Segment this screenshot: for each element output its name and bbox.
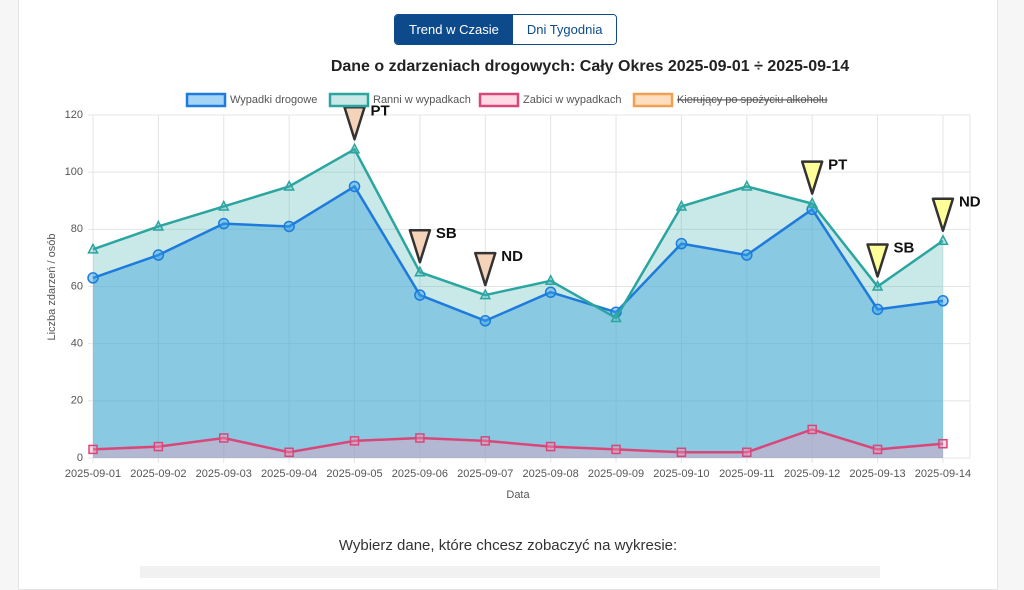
point — [153, 441, 164, 452]
y-tick-label: 60 — [71, 280, 83, 292]
annotation-label: SB — [894, 239, 915, 256]
prompt: Wybierz dane, które chcesz zobaczyć na w… — [338, 537, 678, 554]
x-tick-label: 2025-09-10 — [653, 468, 709, 480]
legend-label: Kierujący po spożyciu alkoholu — [677, 94, 827, 106]
tabs: Trend w Czasie Dni Tygodnia — [394, 14, 618, 45]
selector-bar — [140, 566, 880, 578]
x-tick-label: 2025-09-09 — [588, 468, 644, 480]
point — [545, 441, 556, 452]
point — [937, 234, 949, 246]
x-tick-label: 2025-09-03 — [196, 468, 252, 480]
area — [93, 429, 943, 458]
line — [92, 184, 944, 323]
area — [93, 186, 943, 459]
line — [92, 147, 944, 320]
point — [610, 311, 622, 323]
legend-swatch — [632, 92, 674, 108]
point — [415, 433, 425, 443]
annotation-label: ND — [959, 194, 981, 211]
annotation-marker — [800, 160, 824, 195]
annotation-marker — [343, 106, 366, 141]
point — [480, 436, 491, 446]
chart: Dane o zdarzeniach drogowych: Cały Okres… — [46, 58, 981, 501]
y-tick-label: 120 — [65, 109, 83, 121]
x-tick-label: 2025-09-06 — [392, 468, 448, 480]
legend-swatch — [185, 92, 227, 108]
point — [806, 197, 818, 208]
x-tick-label: 2025-09-08 — [523, 468, 579, 480]
point — [348, 180, 361, 193]
point — [938, 438, 948, 449]
point — [283, 179, 295, 191]
annotation-marker — [866, 243, 889, 278]
point — [479, 315, 492, 327]
point — [807, 424, 817, 435]
y-axis-label: Liczba zdarzeń / osób — [46, 233, 58, 340]
point — [414, 265, 426, 277]
x-tick-label: 2025-09-12 — [784, 468, 840, 480]
annotation-label: PT — [828, 157, 847, 174]
annotation-label: SB — [436, 225, 457, 242]
point — [675, 199, 688, 211]
y-tick-label: 80 — [71, 223, 83, 235]
legend-label: Ranni w wypadkach — [373, 94, 471, 106]
x-axis-label: Data — [506, 489, 530, 501]
y-tick-label: 100 — [65, 166, 83, 178]
point — [741, 249, 753, 261]
x-tick-label: 2025-09-01 — [65, 468, 121, 480]
tab[interactable]: Dni Tygodnia — [512, 15, 617, 44]
point — [219, 433, 229, 443]
x-tick-label: 2025-09-02 — [130, 468, 186, 480]
point — [872, 444, 883, 455]
point — [871, 279, 884, 291]
x-tick-label: 2025-09-11 — [719, 468, 774, 480]
annotation-label: PT — [371, 102, 390, 119]
point — [675, 237, 688, 250]
point — [741, 179, 753, 191]
annotation-label: ND — [501, 248, 523, 265]
point — [544, 274, 557, 286]
tab[interactable]: Trend w Czasie — [395, 15, 513, 44]
x-tick-label: 2025-09-05 — [326, 468, 382, 480]
point — [87, 242, 99, 254]
legend-swatch — [478, 92, 520, 108]
annotation-marker — [474, 251, 497, 287]
chart-title: Dane o zdarzeniach drogowych: Cały Okres… — [331, 58, 849, 75]
point — [283, 220, 295, 233]
x-tick-label: 2025-09-07 — [457, 468, 513, 480]
legend-label: Zabici w wypadkach — [523, 94, 621, 106]
card — [18, 0, 998, 590]
point — [349, 436, 360, 446]
y-tick-label: 20 — [71, 395, 83, 407]
point — [284, 447, 294, 458]
area — [93, 149, 943, 459]
point — [152, 249, 165, 261]
point — [742, 447, 752, 458]
point — [544, 286, 557, 298]
point — [479, 288, 492, 300]
point — [414, 289, 426, 301]
legend-label: Wypadki drogowe — [230, 94, 317, 106]
line — [92, 428, 944, 454]
point — [611, 444, 621, 455]
annotation-marker — [408, 228, 432, 264]
x-tick-label: 2025-09-04 — [261, 468, 317, 480]
point — [87, 272, 99, 284]
point — [676, 447, 687, 458]
y-tick-label: 0 — [77, 452, 83, 464]
point — [348, 142, 361, 154]
point — [218, 199, 230, 211]
point — [871, 303, 884, 316]
point — [88, 444, 98, 455]
annotation-marker — [931, 197, 955, 233]
y-tick-label: 40 — [71, 338, 83, 350]
point — [152, 219, 165, 231]
x-tick-label: 2025-09-14 — [915, 468, 971, 480]
x-tick-label: 2025-09-13 — [849, 468, 905, 480]
page: Trend w Czasie Dni Tygodnia Dane o zdarze… — [18, 0, 998, 590]
legend-swatch — [328, 92, 370, 108]
point — [218, 217, 230, 230]
point — [937, 295, 949, 307]
